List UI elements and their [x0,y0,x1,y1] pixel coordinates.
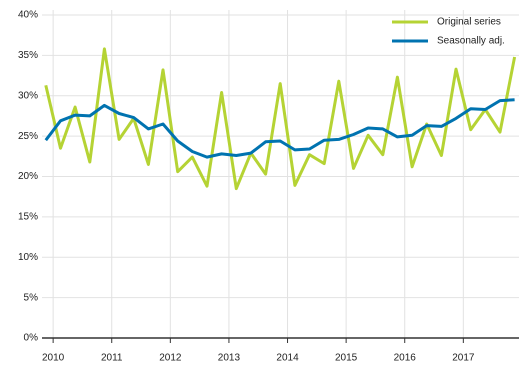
y-tick-label: 0% [24,333,39,344]
x-tick-label: 2017 [452,353,475,364]
y-tick-label: 40% [18,10,38,21]
legend-label: Original series [437,17,501,28]
legend-label: Seasonally adj. [437,36,505,47]
x-tick-label: 2014 [276,353,299,364]
series-line [44,47,517,191]
x-tick-label: 2011 [101,353,123,364]
y-tick-label: 20% [18,171,38,182]
y-tick-label: 10% [18,252,38,263]
y-tick-label: 35% [18,50,38,61]
y-tick-label: 5% [24,292,39,303]
x-tick-label: 2016 [394,353,417,364]
y-tick-label: 25% [18,131,38,142]
y-tick-label: 30% [18,90,38,101]
series-line [44,98,515,159]
x-tick-label: 2013 [218,353,241,364]
x-tick-label: 2012 [159,353,182,364]
x-tick-label: 2015 [335,353,358,364]
y-tick-label: 15% [18,212,38,223]
x-tick-label: 2010 [42,353,65,364]
